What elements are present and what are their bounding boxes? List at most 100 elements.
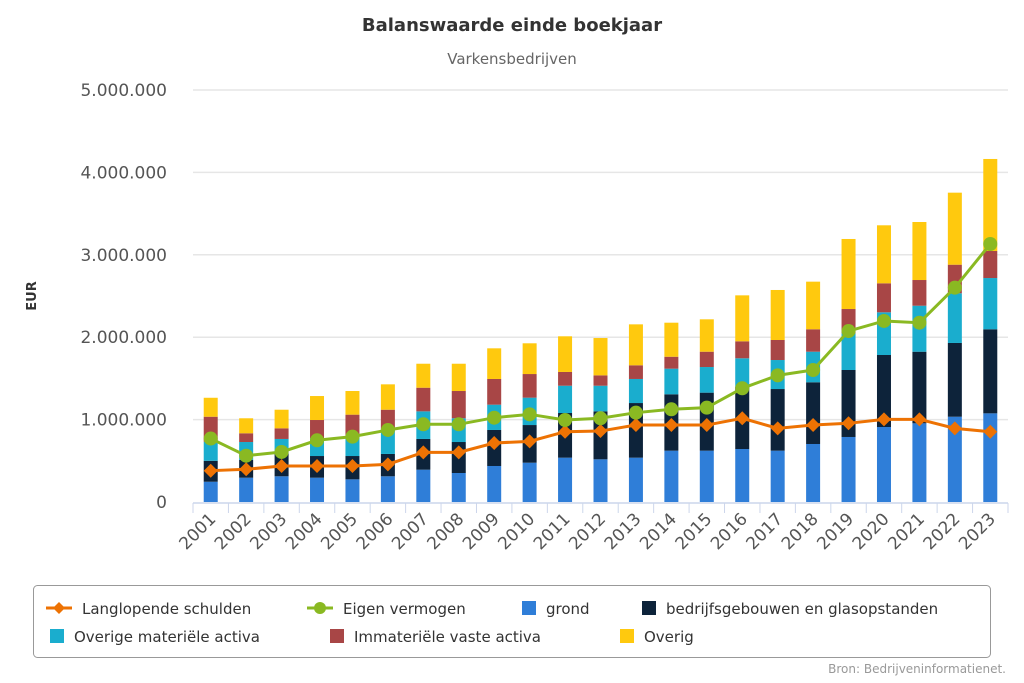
- x-tick-label: 2018: [778, 509, 823, 554]
- bar-overige-materi-le-activa: [628, 378, 643, 404]
- x-axis-ticks: 2001200220032004200520062007200820092010…: [176, 502, 1009, 554]
- chart-subtitle: Varkensbedrijven: [447, 50, 577, 68]
- x-tick-label: 2021: [884, 509, 929, 554]
- bar-grond: [345, 479, 360, 502]
- bar-immateri-le-vaste-activa: [628, 365, 643, 379]
- legend-item[interactable]: Langlopende schulden: [46, 600, 251, 618]
- x-tick-label: 2008: [424, 509, 469, 554]
- point-marker: [487, 436, 502, 451]
- point-marker: [522, 407, 537, 422]
- bar-grond: [735, 449, 750, 502]
- bar-overig: [239, 418, 254, 434]
- bar-bedrijfsgebouwen-en-glasopstanden: [947, 342, 962, 417]
- bar-immateri-le-vaste-activa: [558, 371, 573, 386]
- legend-box: [33, 585, 991, 658]
- chart-title: Balanswaarde einde boekjaar: [362, 15, 662, 36]
- x-tick-label: 2002: [211, 509, 256, 554]
- bar-grond: [416, 469, 431, 502]
- legend-label: Eigen vermogen: [343, 600, 466, 618]
- x-tick-label: 2015: [672, 509, 717, 554]
- point-marker: [912, 412, 927, 427]
- bar-immateri-le-vaste-activa: [876, 283, 891, 313]
- point-marker: [912, 315, 927, 330]
- point-marker: [345, 429, 360, 444]
- bar-overig: [876, 225, 891, 284]
- bars: [203, 158, 998, 502]
- bar-overig: [841, 238, 856, 310]
- x-tick-label: 2022: [920, 509, 965, 554]
- bar-grond: [699, 450, 714, 502]
- legend-color-swatch: [330, 629, 344, 643]
- point-marker: [947, 421, 962, 436]
- bar-overige-materi-le-activa: [664, 368, 679, 395]
- bar-overige-materi-le-activa: [203, 441, 218, 461]
- bar-overig: [274, 409, 289, 429]
- point-marker: [628, 418, 643, 433]
- bar-immateri-le-vaste-activa: [310, 420, 325, 439]
- x-tick-label: 2017: [742, 509, 787, 554]
- bar-grond: [912, 423, 927, 502]
- legend-label: Immateriële vaste activa: [354, 628, 541, 646]
- legend-label: Overige materiële activa: [74, 628, 260, 646]
- bar-overig: [947, 192, 962, 265]
- bar-grond: [770, 450, 785, 502]
- bar-overige-materi-le-activa: [735, 358, 750, 387]
- bar-overige-materi-le-activa: [841, 333, 856, 370]
- x-tick-label: 2020: [849, 509, 894, 554]
- point-marker: [203, 463, 218, 478]
- point-marker: [380, 457, 395, 472]
- point-marker: [664, 418, 679, 433]
- legend-color-swatch: [522, 601, 536, 615]
- point-marker: [522, 434, 537, 449]
- point-marker: [274, 444, 289, 459]
- x-tick-label: 2014: [636, 509, 681, 554]
- y-tick-label: 5.000.000: [80, 81, 167, 101]
- y-tick-label: 2.000.000: [80, 328, 167, 348]
- bar-immateri-le-vaste-activa: [912, 280, 927, 306]
- y-tick-label: 1.000.000: [80, 411, 167, 431]
- point-marker: [416, 445, 431, 460]
- bar-grond: [239, 477, 254, 502]
- x-tick-label: 2005: [317, 509, 362, 554]
- legend-item[interactable]: Overig: [620, 628, 694, 646]
- legend: Langlopende schulden Eigen vermogen grond b…: [46, 600, 938, 646]
- bar-overig: [522, 343, 537, 375]
- x-tick-label: 2012: [565, 509, 610, 554]
- bar-overige-materi-le-activa: [983, 278, 998, 330]
- point-marker: [876, 313, 891, 328]
- bar-bedrijfsgebouwen-en-glasopstanden: [912, 351, 927, 424]
- legend-item[interactable]: bedrijfsgebouwen en glasopstanden: [642, 600, 938, 618]
- bar-overig: [912, 222, 927, 281]
- legend-item[interactable]: Eigen vermogen: [307, 600, 466, 618]
- bar-immateri-le-vaste-activa: [735, 341, 750, 359]
- bar-bedrijfsgebouwen-en-glasopstanden: [806, 382, 821, 444]
- bar-bedrijfsgebouwen-en-glasopstanden: [983, 329, 998, 414]
- bar-immateri-le-vaste-activa: [239, 433, 254, 443]
- bar-grond: [664, 450, 679, 502]
- legend-item[interactable]: Overige materiële activa: [50, 628, 260, 646]
- legend-color-swatch: [642, 601, 656, 615]
- legend-item[interactable]: grond: [522, 600, 590, 618]
- point-marker: [593, 411, 608, 426]
- legend-item[interactable]: Immateriële vaste activa: [330, 628, 541, 646]
- x-tick-label: 2009: [459, 509, 504, 554]
- point-marker: [451, 445, 466, 460]
- bar-immateri-le-vaste-activa: [416, 387, 431, 412]
- bar-immateri-le-vaste-activa: [274, 428, 289, 439]
- bar-grond: [487, 465, 502, 502]
- point-marker: [558, 413, 573, 428]
- bar-immateri-le-vaste-activa: [699, 351, 714, 368]
- bar-grond: [380, 476, 395, 502]
- source-credit[interactable]: Bron: Bedrijveninformatienet.: [828, 662, 1006, 676]
- point-marker: [239, 448, 254, 463]
- point-marker: [841, 416, 856, 431]
- bar-overig: [664, 322, 679, 357]
- point-marker: [841, 324, 856, 339]
- bar-overige-materi-le-activa: [947, 293, 962, 343]
- point-marker: [735, 381, 750, 396]
- point-marker: [593, 424, 608, 439]
- x-tick-label: 2007: [388, 509, 433, 554]
- bar-overig: [558, 336, 573, 372]
- x-tick-label: 2023: [955, 509, 1000, 554]
